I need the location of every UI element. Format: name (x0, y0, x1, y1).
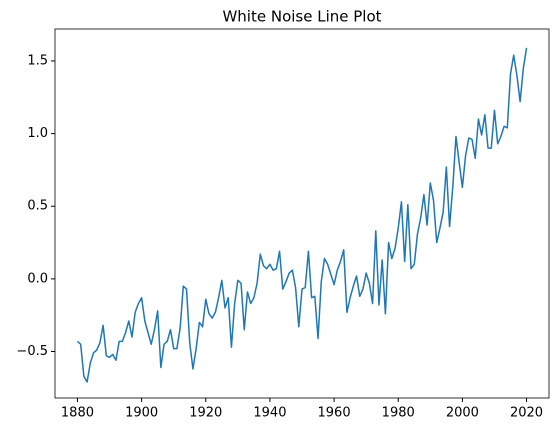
x-tick-label: 1980 (382, 406, 415, 421)
x-tick-label: 1900 (125, 406, 158, 421)
x-tick-label: 1940 (253, 406, 286, 421)
x-tick-label: 1880 (61, 406, 94, 421)
chart-title: White Noise Line Plot (222, 8, 381, 26)
x-tick-label: 1960 (318, 406, 351, 421)
x-tick-label: 2020 (510, 406, 543, 421)
y-tick-label: 0.0 (27, 271, 48, 286)
y-tick-label: 1.0 (27, 126, 48, 141)
y-tick-label: 1.5 (27, 53, 48, 68)
x-tick-label: 2000 (446, 406, 479, 421)
y-tick-label: 0.5 (27, 199, 48, 214)
axes-frame (54, 28, 550, 399)
x-tick-label: 1920 (189, 406, 222, 421)
y-tick-label: −0.5 (16, 344, 48, 359)
data-line (76, 47, 528, 383)
